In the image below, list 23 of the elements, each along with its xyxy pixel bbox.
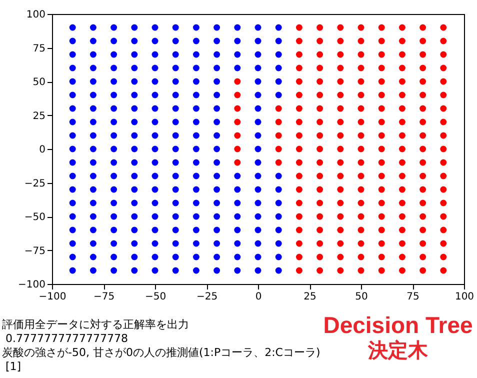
x-tick-label: −75 [93, 292, 115, 302]
y-tick-label: 25 [32, 110, 46, 122]
x-tick-label: 100 [454, 292, 474, 302]
x-tick-label: 25 [304, 292, 316, 302]
y-tick-label: 0 [39, 144, 46, 156]
x-tick-label: −50 [144, 292, 166, 302]
text: 決定木 [368, 340, 428, 362]
x-tick-label: 50 [355, 292, 368, 302]
text: 炭酸の強さが-50, 甘さが0の人の推測値(1:Pコーラ、2:Cコーラ) [2, 346, 320, 360]
y-tick-label: 75 [32, 43, 46, 54]
text: Decision Tree [322, 312, 474, 338]
y-tick-label: −75 [24, 246, 46, 257]
text: 0.7777777777777778 [4, 332, 129, 346]
y-tick-label: −25 [24, 178, 46, 190]
x-tick-label: 75 [406, 292, 420, 302]
x-tick-label: −25 [196, 292, 218, 302]
y-tick-label: −50 [24, 212, 46, 223]
text: [1] [4, 360, 22, 374]
y-tick-label: −100 [18, 280, 46, 290]
y-tick-label: 100 [26, 10, 46, 20]
y-tick-label: 50 [32, 77, 46, 88]
x-tick-label: 0 [255, 292, 262, 302]
text: 評価用全データに対する正解率を出力 [2, 318, 190, 332]
